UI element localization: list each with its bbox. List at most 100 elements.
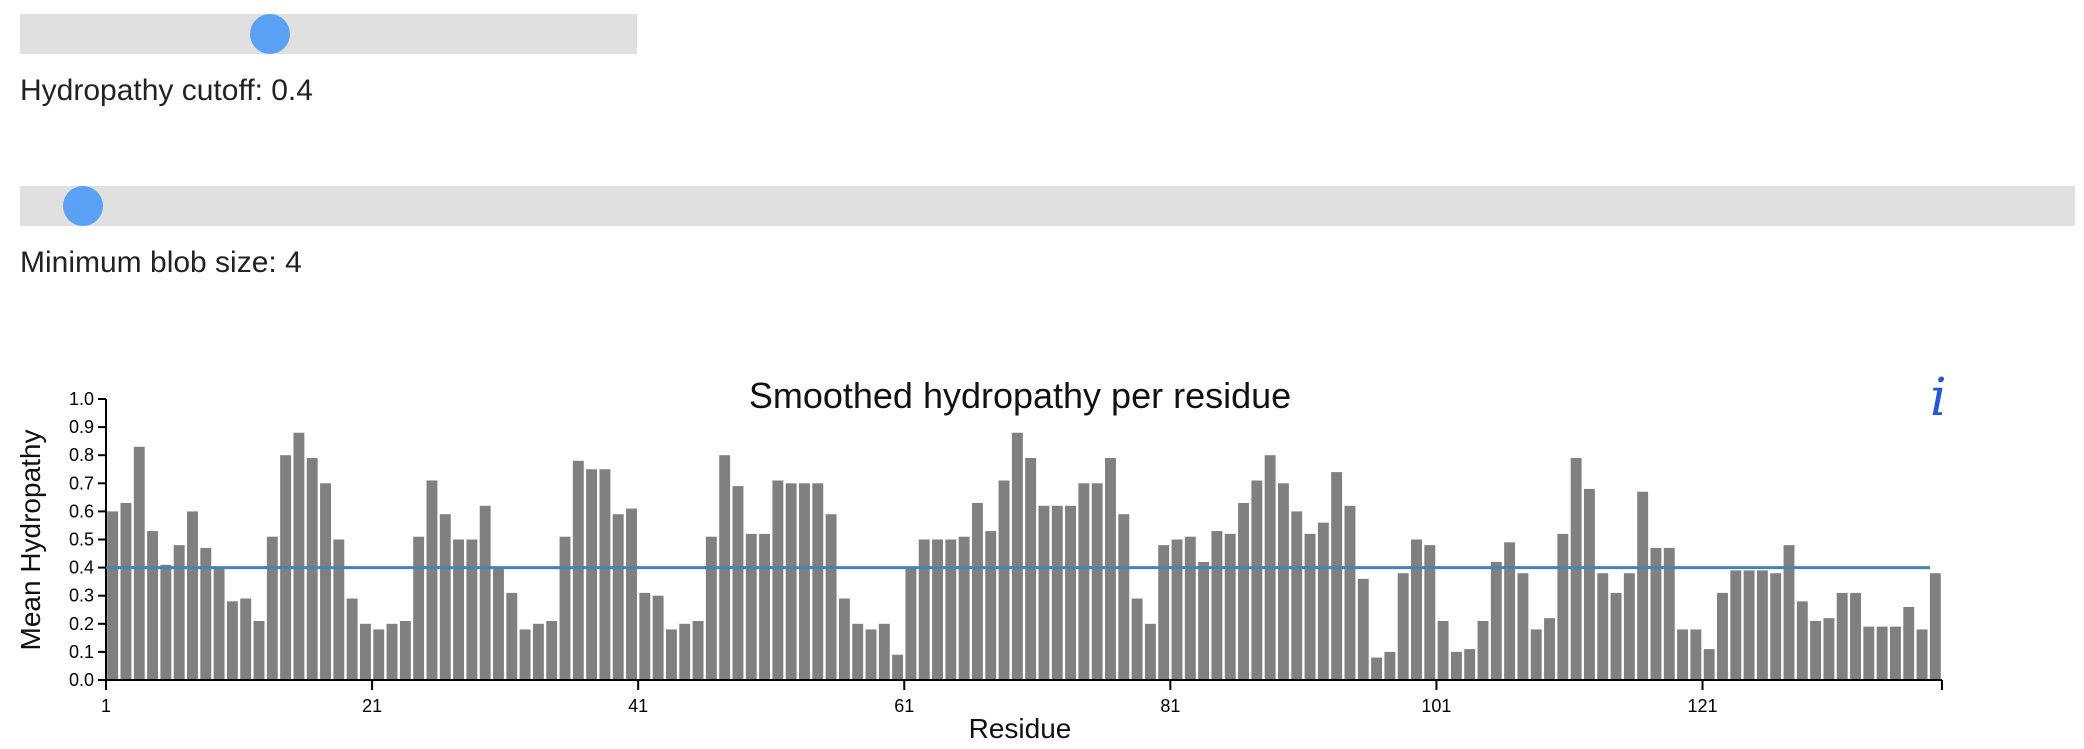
bar-residue-64	[945, 539, 957, 680]
bar-residue-1	[107, 511, 119, 680]
bar-residue-25	[426, 480, 438, 680]
bar-residue-53	[799, 483, 810, 680]
bar-residue-80	[1158, 545, 1170, 680]
bar-residue-54	[812, 483, 824, 680]
bar-residue-42	[652, 595, 664, 680]
bar-residue-56	[838, 598, 850, 680]
bar-residue-123	[1730, 570, 1742, 680]
hydropathy-cutoff-slider-thumb[interactable]	[250, 14, 290, 54]
bar-residue-91	[1304, 533, 1316, 680]
bar-residue-92	[1317, 522, 1329, 680]
bar-residue-68	[998, 480, 1010, 680]
bar-residue-37	[586, 469, 598, 680]
bar-residue-104	[1477, 620, 1489, 680]
min-blob-size-slider[interactable]	[20, 186, 2075, 226]
bar-residue-108	[1530, 629, 1542, 680]
bar-residue-73	[1065, 505, 1077, 680]
bar-residue-121	[1703, 649, 1715, 680]
bar-residue-29	[479, 505, 491, 680]
bar-residue-57	[852, 623, 864, 680]
bar-residue-67	[985, 531, 997, 680]
bar-residue-4	[147, 531, 159, 680]
bar-residue-24	[413, 536, 425, 680]
bar-residue-45	[692, 620, 704, 680]
bar-residue-21	[373, 629, 385, 680]
bar-residue-134	[1876, 626, 1888, 680]
bar-residue-36	[572, 460, 584, 680]
bar-residue-35	[559, 536, 571, 680]
x-tick-label: 1	[101, 696, 111, 716]
bar-residue-49	[745, 533, 757, 680]
y-tick-label: 0.8	[69, 445, 94, 465]
x-tick-label: 81	[1160, 696, 1180, 716]
bar-residue-52	[785, 483, 797, 680]
bar-residue-90	[1291, 511, 1303, 680]
bar-residue-33	[532, 623, 544, 680]
bar-residue-85	[1224, 533, 1236, 680]
bar-residue-58	[865, 629, 877, 680]
bar-residue-100	[1424, 545, 1436, 680]
bar-residue-30	[493, 567, 504, 680]
x-axis-label: Residue	[969, 713, 1072, 744]
y-tick-label: 0.9	[69, 417, 94, 437]
y-tick-label: 0.2	[69, 614, 94, 634]
bar-residue-43	[665, 629, 677, 680]
bar-residue-81	[1171, 539, 1183, 680]
bar-residue-107	[1517, 573, 1529, 680]
hydropathy-cutoff-slider[interactable]	[20, 14, 637, 54]
bar-residue-127	[1783, 545, 1795, 680]
bar-residue-31	[506, 592, 518, 680]
y-tick-label: 0.4	[69, 558, 94, 578]
bar-residue-12	[253, 620, 265, 680]
bar-residue-128	[1796, 601, 1808, 680]
bar-residue-5	[160, 564, 172, 680]
bar-residue-72	[1051, 505, 1063, 680]
bar-residue-129	[1810, 620, 1822, 680]
info-icon[interactable]: i	[1930, 368, 1947, 428]
bar-residue-7	[187, 511, 198, 680]
y-tick-label: 0.7	[69, 473, 94, 493]
min-blob-size-slider-thumb[interactable]	[63, 186, 103, 226]
bar-residue-51	[772, 480, 784, 680]
bar-residue-23	[399, 620, 411, 680]
bar-residue-48	[732, 486, 744, 680]
y-axis: 0.0 0.1 0.2 0.3 0.4 0.5 0.6 0.7 0.8 0.9 1.0	[69, 389, 107, 690]
bar-residue-20	[359, 623, 371, 680]
bar-residue-131	[1836, 592, 1848, 680]
bar-residue-50	[759, 533, 771, 680]
bar-residue-8	[200, 547, 212, 680]
bar-residue-71	[1038, 505, 1050, 680]
bar-residue-89	[1277, 483, 1289, 680]
bar-residue-66	[971, 502, 983, 680]
bars-group	[107, 432, 1941, 680]
bar-residue-114	[1610, 592, 1622, 680]
bar-residue-137	[1916, 629, 1928, 680]
bar-residue-39	[612, 514, 624, 680]
bar-residue-126	[1770, 573, 1782, 680]
bar-residue-116	[1637, 491, 1649, 680]
bar-residue-46	[705, 536, 717, 680]
hydropathy-chart: Smoothed hydropathy per residue Mean Hyd…	[15, 375, 1943, 744]
bar-residue-34	[546, 620, 558, 680]
bar-residue-86	[1238, 502, 1249, 680]
y-axis-label: Mean Hydropathy	[15, 429, 46, 650]
bar-residue-119	[1677, 629, 1689, 680]
x-tick-label: 121	[1687, 696, 1717, 716]
bar-residue-135	[1889, 626, 1901, 680]
bar-residue-63	[932, 539, 943, 680]
hydropathy-cutoff-label: Hydropathy cutoff: 0.4	[20, 74, 313, 107]
bar-residue-132	[1850, 592, 1861, 680]
bar-residue-28	[466, 539, 478, 680]
bar-residue-122	[1717, 592, 1728, 680]
bar-residue-99	[1411, 539, 1422, 680]
bar-residue-38	[599, 469, 611, 680]
bar-residue-62	[918, 539, 930, 680]
bar-residue-83	[1198, 561, 1210, 680]
bar-residue-112	[1583, 488, 1595, 680]
bar-residue-3	[133, 446, 145, 680]
bar-residue-22	[386, 623, 398, 680]
bar-residue-130	[1823, 618, 1835, 680]
y-tick-label: 0.1	[69, 642, 94, 662]
bar-residue-93	[1331, 472, 1343, 680]
bar-residue-95	[1357, 578, 1369, 680]
